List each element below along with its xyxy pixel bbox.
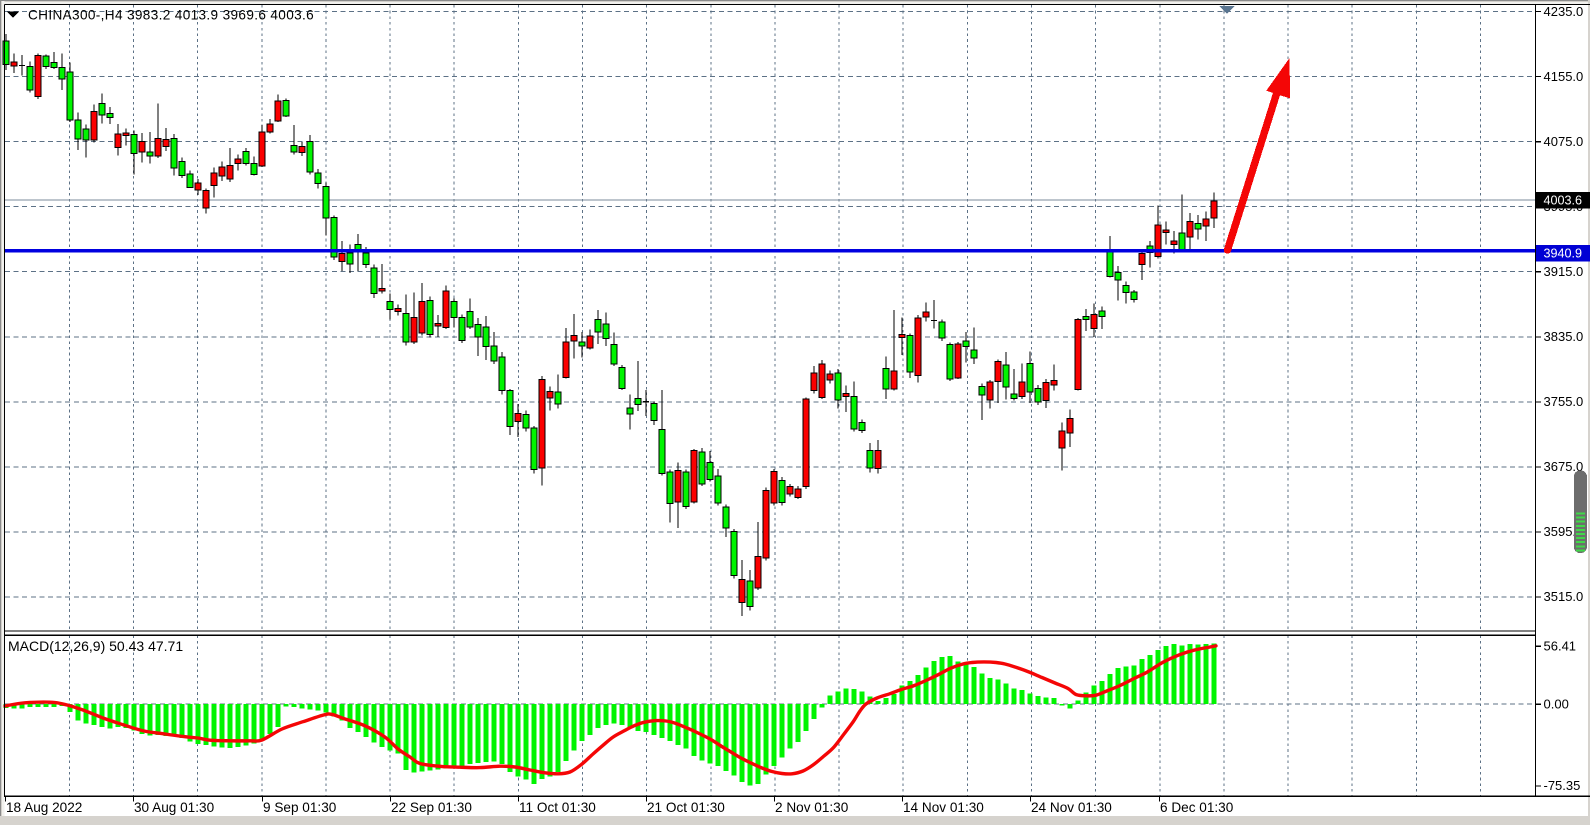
- svg-text:21 Oct 01:30: 21 Oct 01:30: [647, 800, 725, 815]
- svg-text:3595.0: 3595.0: [1544, 524, 1584, 539]
- svg-text:-75.35: -75.35: [1544, 778, 1581, 793]
- svg-text:11 Oct 01:30: 11 Oct 01:30: [519, 800, 596, 815]
- svg-text:14 Nov 01:30: 14 Nov 01:30: [903, 800, 984, 815]
- svg-text:CHINA300-,H4 3983.2 4013.9 39: CHINA300-,H4 3983.2 4013.9 3969.6 4003.6: [28, 8, 314, 23]
- svg-text:3940.9: 3940.9: [1544, 247, 1583, 261]
- svg-text:22 Sep 01:30: 22 Sep 01:30: [391, 800, 472, 815]
- svg-text:MACD(12,26,9) 50.43 47.71: MACD(12,26,9) 50.43 47.71: [8, 638, 183, 654]
- svg-text:3915.0: 3915.0: [1544, 264, 1584, 279]
- svg-text:6 Dec 01:30: 6 Dec 01:30: [1160, 800, 1234, 815]
- svg-text:4155.0: 4155.0: [1544, 69, 1584, 84]
- svg-text:18 Aug 2022: 18 Aug 2022: [6, 800, 82, 815]
- svg-text:4003.6: 4003.6: [1544, 194, 1583, 208]
- svg-text:3755.0: 3755.0: [1544, 394, 1584, 409]
- svg-text:4075.0: 4075.0: [1544, 134, 1584, 149]
- svg-text:56.41: 56.41: [1544, 638, 1577, 653]
- svg-text:9 Sep 01:30: 9 Sep 01:30: [263, 800, 337, 815]
- svg-text:4235.0: 4235.0: [1544, 4, 1584, 19]
- svg-text:24 Nov 01:30: 24 Nov 01:30: [1031, 800, 1112, 815]
- svg-text:3675.0: 3675.0: [1544, 459, 1584, 474]
- svg-text:0.00: 0.00: [1544, 696, 1569, 711]
- svg-text:3515.0: 3515.0: [1544, 589, 1584, 604]
- svg-text:3835.0: 3835.0: [1544, 329, 1584, 344]
- svg-text:30 Aug 01:30: 30 Aug 01:30: [134, 800, 215, 815]
- svg-text:2 Nov 01:30: 2 Nov 01:30: [775, 800, 849, 815]
